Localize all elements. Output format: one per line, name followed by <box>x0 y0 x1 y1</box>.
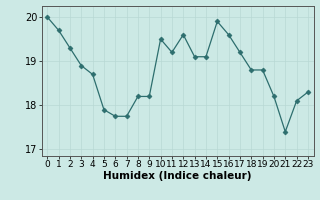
X-axis label: Humidex (Indice chaleur): Humidex (Indice chaleur) <box>103 171 252 181</box>
